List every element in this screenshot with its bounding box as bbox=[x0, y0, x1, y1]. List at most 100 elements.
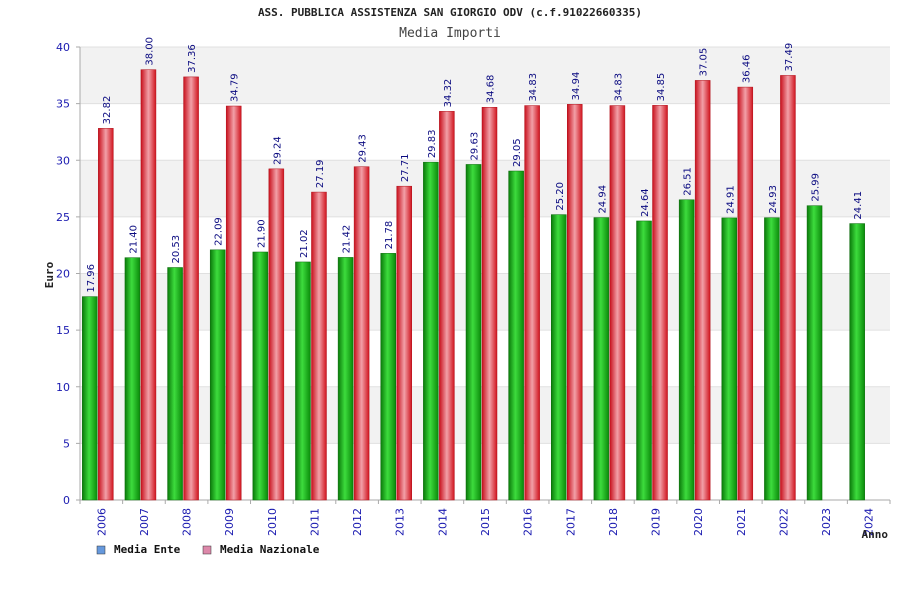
bar-media-nazionale-2013 bbox=[396, 185, 412, 501]
x-tick-label: 2019 bbox=[650, 508, 663, 536]
data-label: 29.05 bbox=[512, 138, 523, 167]
bar-media-ente-2022 bbox=[764, 217, 780, 501]
data-label: 25.20 bbox=[555, 182, 566, 211]
bar-media-ente-2008 bbox=[167, 267, 183, 501]
x-tick-label: 2021 bbox=[735, 508, 748, 536]
bar-media-nazionale-2011 bbox=[311, 191, 327, 501]
legend-swatch-media-nazionale bbox=[202, 545, 212, 555]
y-tick-label: 20 bbox=[56, 268, 70, 281]
data-label: 24.91 bbox=[725, 185, 736, 214]
bar-media-ente-2011 bbox=[295, 261, 311, 501]
x-tick-label: 2010 bbox=[266, 508, 279, 536]
bar-media-nazionale-2006 bbox=[98, 128, 114, 501]
data-label: 22.09 bbox=[214, 217, 225, 246]
data-label: 34.85 bbox=[656, 73, 667, 102]
chart-title: ASS. PUBBLICA ASSISTENZA SAN GIORGIO ODV… bbox=[258, 6, 642, 19]
bar-media-nazionale-2021 bbox=[737, 86, 754, 501]
data-label: 24.41 bbox=[853, 191, 864, 220]
bar-media-nazionale-2018 bbox=[609, 105, 626, 501]
legend-label-media-nazionale: Media Nazionale bbox=[220, 543, 320, 556]
x-tick-label: 2017 bbox=[564, 508, 577, 536]
x-tick-label: 2023 bbox=[820, 508, 833, 536]
bar-media-nazionale-2022 bbox=[780, 75, 796, 501]
bar-media-ente-2018 bbox=[593, 217, 610, 501]
data-label: 20.53 bbox=[171, 235, 182, 264]
y-tick-label: 25 bbox=[56, 211, 70, 224]
bar-media-ente-2007 bbox=[124, 257, 141, 501]
x-tick-label: 2014 bbox=[436, 508, 449, 536]
legend: Media Ente Media Nazionale bbox=[96, 543, 320, 556]
bar-media-ente-2015 bbox=[465, 164, 482, 501]
y-axis-label: Euro bbox=[43, 261, 56, 288]
y-tick-label: 35 bbox=[56, 98, 70, 111]
x-tick-label: 2020 bbox=[692, 508, 705, 536]
data-label: 27.71 bbox=[400, 154, 411, 183]
bar-media-ente-2010 bbox=[252, 251, 269, 501]
y-tick-label: 0 bbox=[63, 494, 70, 507]
x-tick-label: 2009 bbox=[223, 508, 236, 536]
x-tick-label: 2006 bbox=[95, 508, 108, 536]
y-tick-labels: 0 5 10 15 20 25 30 35 40 bbox=[56, 41, 70, 507]
x-tick-label: 2012 bbox=[351, 508, 364, 536]
x-tick-label: 2011 bbox=[308, 508, 321, 536]
data-label: 37.05 bbox=[699, 48, 710, 77]
data-label: 34.68 bbox=[486, 75, 497, 104]
x-tick-label: 2016 bbox=[522, 508, 535, 536]
data-label: 26.51 bbox=[683, 167, 694, 196]
bar-media-ente-2009 bbox=[209, 249, 226, 501]
x-tick-label: 2015 bbox=[479, 508, 492, 536]
data-label: 32.82 bbox=[102, 96, 113, 125]
x-tick-label: 2018 bbox=[607, 508, 620, 536]
bar-media-nazionale-2016 bbox=[524, 105, 540, 501]
data-label: 34.94 bbox=[571, 72, 582, 101]
data-label: 34.32 bbox=[443, 79, 454, 108]
bar-media-nazionale-2015 bbox=[481, 106, 498, 501]
chart-subtitle: Media Importi bbox=[399, 26, 501, 41]
data-label: 21.02 bbox=[299, 229, 310, 258]
x-tick-label: 2008 bbox=[181, 508, 194, 536]
bar-media-nazionale-2014 bbox=[439, 111, 455, 501]
data-label: 37.36 bbox=[187, 44, 198, 73]
y-tick-label: 40 bbox=[56, 41, 70, 54]
bar-media-ente-2014 bbox=[423, 161, 439, 501]
legend-swatch-media-ente bbox=[96, 545, 106, 555]
bar-media-ente-2013 bbox=[380, 253, 396, 501]
bar-media-ente-2016 bbox=[508, 170, 524, 501]
bar-media-ente-2020 bbox=[678, 199, 695, 501]
bar-media-nazionale-2008 bbox=[183, 76, 199, 501]
bar-media-nazionale-2017 bbox=[567, 104, 583, 501]
data-label: 34.83 bbox=[613, 73, 624, 102]
data-label: 21.90 bbox=[256, 219, 267, 248]
data-label: 36.46 bbox=[741, 54, 752, 83]
bar-media-ente-2023 bbox=[806, 205, 823, 501]
data-label: 21.40 bbox=[128, 225, 139, 254]
x-tick-label: 2024 bbox=[863, 508, 876, 536]
bar-media-ente-2017 bbox=[551, 214, 567, 501]
data-label: 24.64 bbox=[640, 188, 651, 217]
bar-media-nazionale-2007 bbox=[140, 69, 157, 501]
bar-media-ente-2012 bbox=[337, 257, 354, 501]
bars bbox=[82, 69, 865, 501]
x-axis-label: Anno bbox=[862, 528, 889, 541]
data-label: 29.83 bbox=[427, 130, 438, 159]
y-tick-label: 5 bbox=[63, 437, 70, 450]
y-tick-label: 30 bbox=[56, 154, 70, 167]
data-label: 34.83 bbox=[528, 73, 539, 102]
data-label: 38.00 bbox=[144, 37, 155, 66]
data-labels: 17.96 21.40 20.53 22.09 21.90 21.02 21.42 21.78… bbox=[86, 37, 864, 293]
y-tick-label: 15 bbox=[56, 324, 70, 337]
data-label: 27.19 bbox=[315, 159, 326, 188]
data-label: 37.49 bbox=[784, 43, 795, 72]
data-label: 21.42 bbox=[342, 225, 353, 254]
data-label: 17.96 bbox=[86, 264, 97, 293]
data-label: 21.78 bbox=[384, 221, 395, 250]
bar-media-nazionale-2012 bbox=[353, 166, 370, 501]
bar-media-ente-2024 bbox=[849, 223, 865, 501]
bar-media-nazionale-2010 bbox=[268, 168, 285, 501]
grid-band bbox=[80, 47, 890, 104]
x-tick-labels: 2006 2007 2008 2009 2010 2011 2012 2013 2014 2015… bbox=[95, 508, 875, 536]
x-tick-label: 2022 bbox=[777, 508, 790, 536]
bar-media-ente-2019 bbox=[636, 220, 652, 501]
data-label: 25.99 bbox=[811, 173, 822, 202]
